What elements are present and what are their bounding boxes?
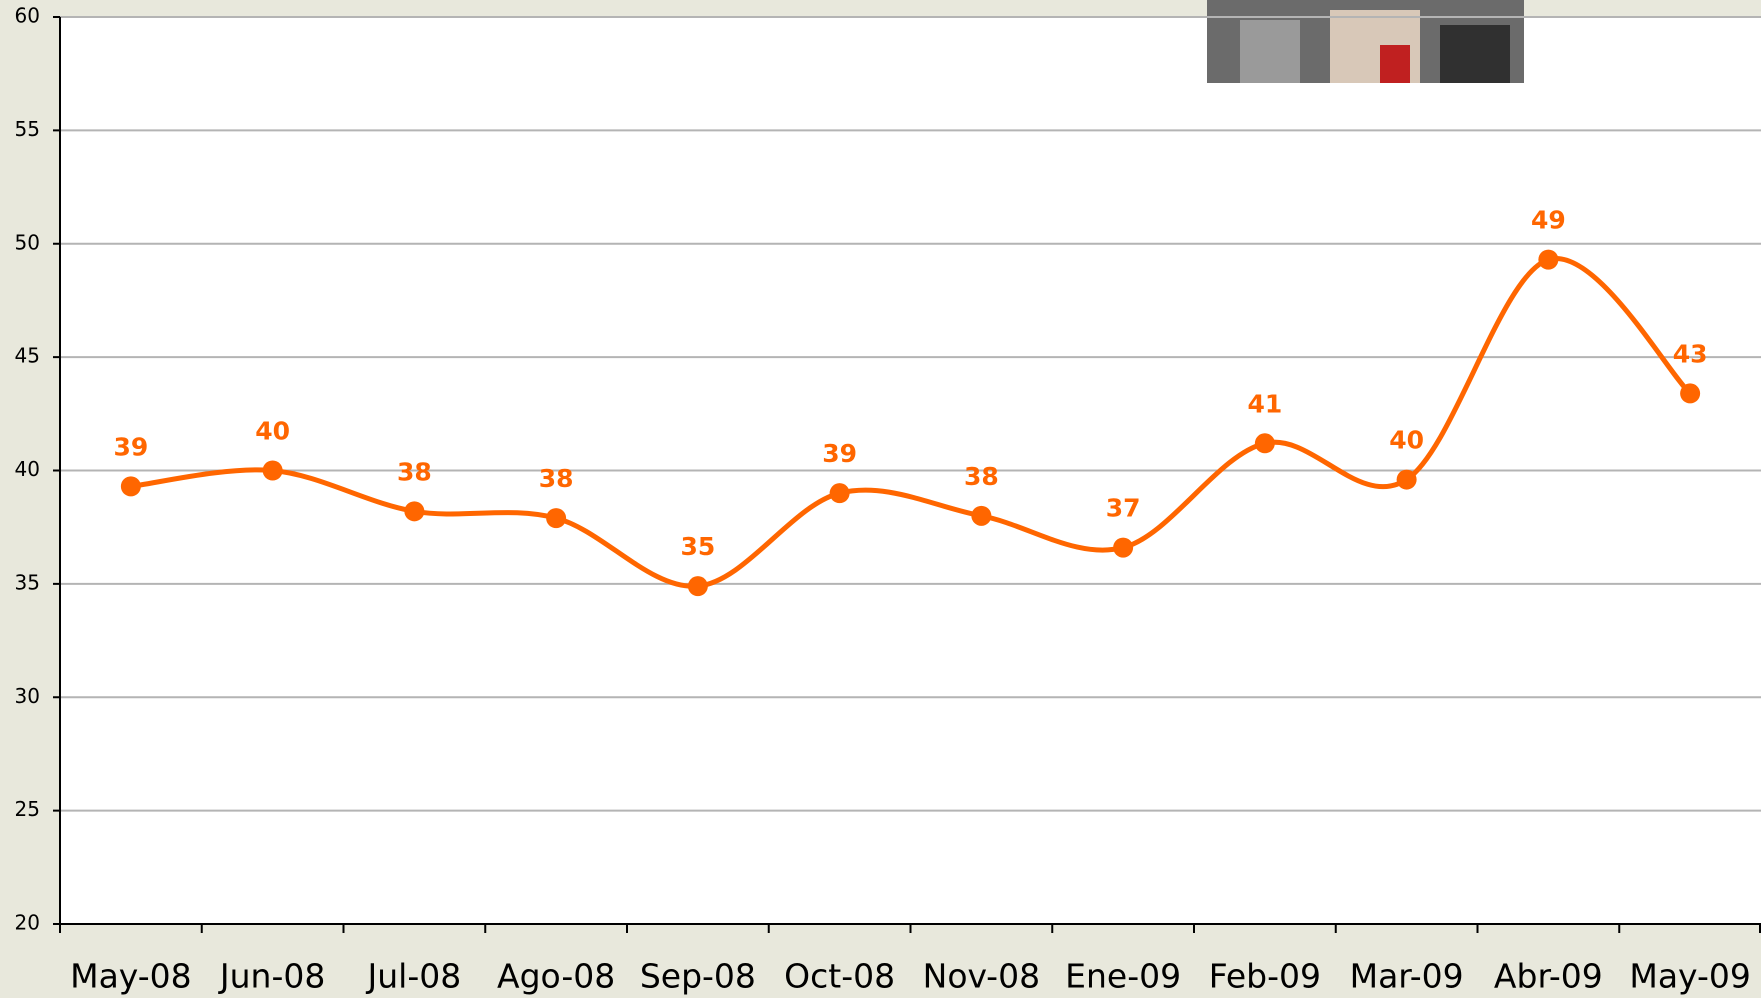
data-label: 49 xyxy=(1531,206,1566,235)
x-tick-label: May-09 xyxy=(1629,957,1751,996)
data-label: 39 xyxy=(113,432,148,461)
data-label: 40 xyxy=(1389,426,1424,455)
photo-detail xyxy=(1440,25,1510,83)
photo-detail xyxy=(1240,20,1300,83)
data-label: 37 xyxy=(1106,494,1141,523)
data-point xyxy=(1254,433,1275,454)
data-label: 35 xyxy=(680,532,715,561)
x-tick-label: Nov-08 xyxy=(923,957,1040,996)
x-tick-label: Abr-09 xyxy=(1494,957,1603,996)
photo-detail xyxy=(1380,45,1410,83)
y-tick-label: 25 xyxy=(15,797,40,821)
x-tick-label: Ago-08 xyxy=(497,957,615,996)
y-tick-label: 50 xyxy=(15,230,40,254)
x-tick-label: May-08 xyxy=(70,957,192,996)
x-tick-label: Jul-08 xyxy=(366,957,462,996)
x-tick-label: Oct-08 xyxy=(784,957,895,996)
data-point xyxy=(971,505,992,526)
y-tick-label: 35 xyxy=(15,570,40,594)
data-label: 41 xyxy=(1247,389,1282,418)
data-point xyxy=(120,476,141,497)
x-tick-label: Feb-09 xyxy=(1209,957,1321,996)
data-label: 38 xyxy=(964,462,999,491)
data-point xyxy=(1396,469,1417,490)
data-label: 43 xyxy=(1673,339,1708,368)
data-point xyxy=(1680,383,1701,404)
y-tick-label: 30 xyxy=(15,684,40,708)
data-point xyxy=(404,501,425,522)
data-point xyxy=(1538,249,1559,270)
data-point xyxy=(1113,537,1134,558)
y-tick-label: 60 xyxy=(15,4,40,28)
x-tick-label: Sep-08 xyxy=(640,957,756,996)
data-label: 40 xyxy=(255,417,290,446)
y-tick-label: 40 xyxy=(15,457,40,481)
x-tick-label: Jun-08 xyxy=(218,957,325,996)
data-label: 39 xyxy=(822,439,857,468)
y-tick-label: 20 xyxy=(15,911,40,935)
x-tick-label: Ene-09 xyxy=(1065,957,1181,996)
photo xyxy=(1207,0,1524,83)
data-point xyxy=(262,460,283,481)
data-point xyxy=(829,483,850,504)
y-tick-label: 45 xyxy=(15,344,40,368)
data-point xyxy=(546,508,567,529)
y-tick-label: 55 xyxy=(15,117,40,141)
x-tick-label: Mar-09 xyxy=(1350,957,1464,996)
data-point xyxy=(687,576,708,597)
data-label: 38 xyxy=(397,457,432,486)
data-label: 38 xyxy=(539,464,574,493)
